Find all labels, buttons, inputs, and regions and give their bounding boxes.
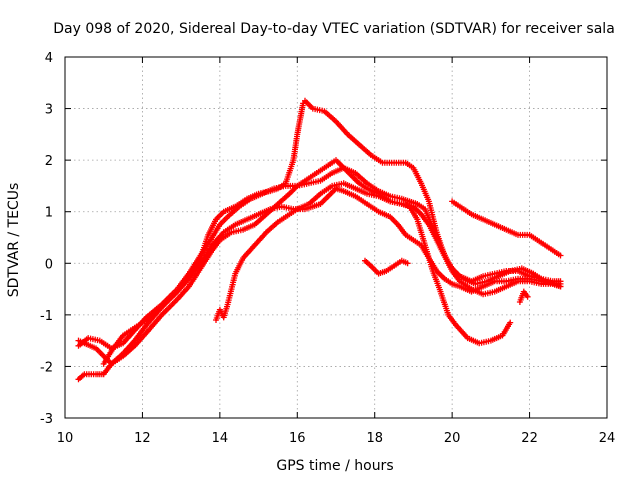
y-tick-label: -1 (40, 309, 53, 324)
series-track-4 (100, 97, 564, 367)
x-tick-label: 14 (212, 431, 229, 446)
data-point (507, 319, 514, 326)
axis-ticks (64, 56, 608, 419)
x-tick-label: 20 (444, 431, 461, 446)
data-point (524, 293, 531, 300)
data-series (75, 97, 564, 383)
series-track-7 (449, 198, 564, 259)
y-tick-label: 4 (45, 51, 53, 66)
y-tick-label: 1 (45, 206, 53, 221)
series-trace (102, 99, 562, 365)
y-axis-label: SDTVAR / TECUs (6, 183, 22, 298)
x-tick-label: 12 (134, 431, 151, 446)
series-track-6 (362, 257, 411, 277)
y-tick-label: -2 (40, 360, 53, 375)
x-tick-label: 24 (599, 431, 616, 446)
y-tick-label: -3 (40, 412, 53, 427)
x-tick-label: 16 (289, 431, 306, 446)
y-tick-label: 3 (45, 103, 53, 118)
data-point (557, 252, 564, 259)
series-trace (77, 159, 562, 365)
x-tick-labels: 10 12 14 16 18 20 22 24 (57, 431, 616, 446)
x-tick-label: 18 (366, 431, 383, 446)
y-tick-label: 2 (45, 154, 53, 169)
series-track-2 (75, 157, 564, 367)
chart-title: Day 098 of 2020, Sidereal Day-to-day VTE… (53, 21, 615, 37)
plot-frame (64, 56, 608, 419)
data-point (557, 283, 564, 290)
x-axis-label: GPS time / hours (276, 458, 393, 474)
series-track-1 (75, 185, 564, 383)
series-track-5 (213, 180, 514, 347)
grid-lines (65, 57, 607, 418)
x-tick-label: 22 (521, 431, 538, 446)
y-tick-label: 0 (45, 257, 53, 272)
y-tick-labels: -3 -2 -1 0 1 2 3 4 (40, 51, 53, 427)
x-tick-label: 10 (57, 431, 74, 446)
data-point (404, 260, 411, 267)
series-track-8 (516, 288, 531, 305)
